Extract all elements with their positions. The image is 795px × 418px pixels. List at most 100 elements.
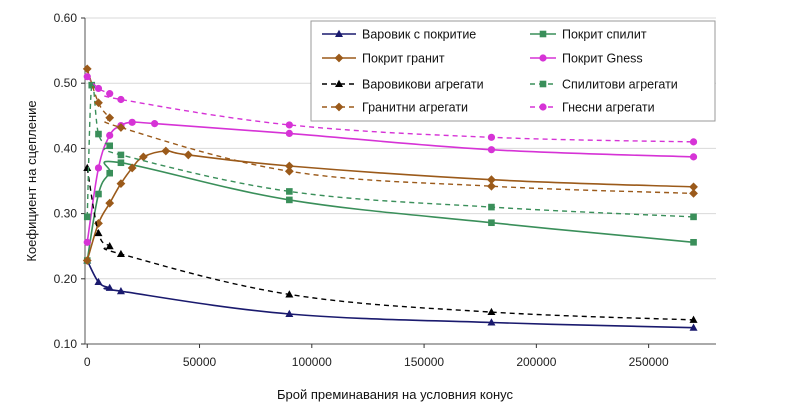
x-tick-label: 200000 — [516, 355, 556, 369]
data-point — [151, 120, 159, 128]
series-line — [86, 167, 694, 321]
legend-item: Гнесни агрегати — [530, 101, 655, 115]
x-tick-label: 50000 — [183, 355, 217, 369]
data-point — [689, 323, 698, 331]
data-point — [95, 190, 102, 198]
data-point — [689, 315, 698, 323]
data-point — [117, 159, 125, 167]
x-tick-label: 0 — [84, 355, 91, 369]
legend-label: Варовик с покритие — [362, 28, 476, 42]
data-point — [689, 138, 698, 146]
data-point — [487, 146, 496, 154]
data-point — [83, 213, 91, 221]
legend-label: Варовикови агрегати — [362, 78, 484, 92]
legend-item: Спилитови агрегати — [530, 78, 678, 92]
legend-label: Гранитни агрегати — [362, 101, 468, 115]
data-point — [105, 113, 115, 123]
data-point — [106, 169, 114, 177]
legend-item: Варовикови агрегати — [322, 78, 484, 92]
legend-swatch-marker — [539, 54, 547, 62]
series-8 — [83, 73, 698, 146]
series-1 — [83, 256, 698, 331]
legend-swatch-marker — [539, 80, 547, 88]
data-point — [83, 163, 92, 171]
data-point — [83, 238, 91, 246]
data-point — [689, 188, 698, 198]
data-point — [95, 130, 102, 138]
data-point — [116, 123, 126, 132]
series-line — [86, 76, 694, 143]
y-tick-label: 0.60 — [54, 11, 78, 25]
series-layer — [82, 64, 698, 331]
data-point — [689, 182, 698, 192]
legend-label: Спилитови агрегати — [562, 78, 678, 92]
data-point — [106, 142, 114, 150]
data-point — [116, 249, 125, 258]
legend: Варовик с покритие Покрит спилит Покрит гр… — [310, 20, 716, 122]
x-axis-ticks: 0 50000 100000 150000 200000 250000 — [84, 344, 669, 369]
data-point — [94, 218, 103, 228]
y-tick-label: 0.20 — [54, 272, 78, 286]
y-tick-label: 0.40 — [54, 141, 78, 155]
series-6 — [83, 81, 697, 221]
data-point — [105, 242, 114, 250]
data-point — [488, 219, 495, 227]
data-point — [487, 175, 496, 185]
data-point — [105, 283, 114, 291]
legend-item: Покрит гранит — [322, 52, 445, 66]
legend-label: Покрит гранит — [362, 52, 445, 66]
data-point — [285, 129, 293, 138]
legend-swatch-marker — [335, 79, 343, 87]
data-point — [94, 277, 103, 286]
data-point — [286, 188, 293, 195]
series-5 — [83, 163, 698, 323]
legend-item: Варовик с покритие — [322, 28, 476, 42]
legend-label: Гнесни агрегати — [562, 101, 655, 115]
data-point — [487, 181, 496, 191]
legend-item: Покрит Gness — [530, 52, 643, 66]
series-7 — [82, 64, 698, 198]
y-axis-title: Коефициент на сцепление — [24, 100, 39, 261]
data-point — [105, 198, 115, 208]
data-point — [116, 286, 125, 295]
data-point — [83, 73, 91, 81]
data-point — [94, 228, 103, 237]
data-point — [94, 164, 103, 172]
data-point — [183, 150, 193, 160]
data-point — [487, 133, 496, 141]
x-axis-title: Брой преминавания на условния конус — [277, 387, 513, 402]
data-point — [285, 309, 294, 318]
series-line — [86, 68, 694, 195]
y-tick-label: 0.50 — [54, 76, 78, 90]
x-tick-label: 250000 — [629, 355, 669, 369]
legend-swatch-marker — [539, 103, 547, 111]
y-axis-ticks: 0.10 0.20 0.30 0.40 0.50 0.60 — [54, 11, 85, 351]
data-point — [488, 203, 495, 211]
data-point — [127, 163, 137, 173]
series-line — [86, 160, 694, 261]
data-point — [487, 307, 496, 316]
data-point — [82, 64, 92, 74]
axes — [84, 18, 716, 345]
data-point — [284, 166, 294, 176]
data-point — [690, 213, 697, 221]
legend-item: Гранитни агрегати — [322, 101, 468, 115]
data-point — [106, 131, 114, 139]
legend-swatch-marker — [334, 102, 344, 112]
data-point — [285, 121, 293, 129]
data-point — [284, 161, 294, 171]
data-point — [88, 81, 96, 89]
data-point — [487, 318, 496, 326]
legend-label: Покрит Gness — [562, 52, 643, 66]
data-point — [116, 179, 126, 189]
legend-box — [310, 20, 716, 122]
y-tick-label: 0.30 — [54, 207, 78, 221]
legend-label: Покрит спилит — [562, 28, 647, 42]
data-point — [128, 118, 136, 126]
data-point — [82, 256, 92, 265]
legend-swatch-marker — [539, 30, 547, 38]
x-tick-label: 150000 — [404, 355, 444, 369]
series-line — [86, 260, 694, 329]
legend-item: Покрит спилит — [530, 28, 647, 42]
data-point — [690, 238, 697, 246]
